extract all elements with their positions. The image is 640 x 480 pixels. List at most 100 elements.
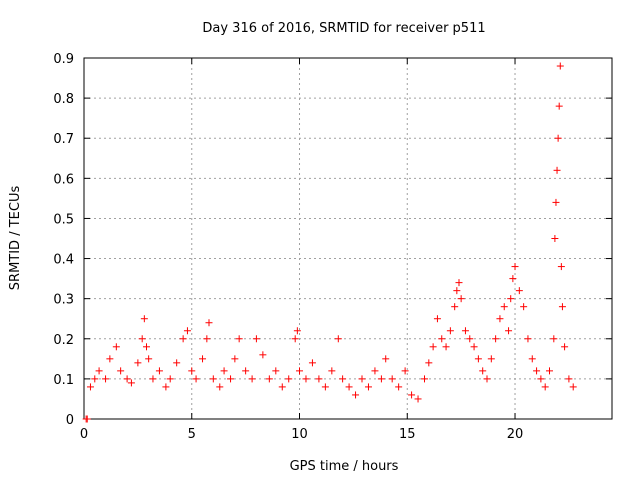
data-point (511, 263, 519, 271)
y-tick-label: 0.6 (53, 172, 74, 187)
data-point (308, 359, 316, 367)
data-point (155, 367, 163, 375)
data-point (345, 383, 353, 391)
data-point (106, 355, 114, 363)
y-tick-label: 0.1 (53, 373, 74, 388)
data-point (500, 303, 508, 311)
data-point (382, 355, 390, 363)
y-tick-label: 0.4 (53, 253, 74, 268)
x-tick-label: 5 (188, 427, 196, 442)
data-point (142, 343, 150, 351)
data-point (457, 295, 465, 303)
data-point (550, 335, 558, 343)
data-point (91, 375, 99, 383)
data-point (302, 375, 310, 383)
data-point (231, 355, 239, 363)
grid-lines (83, 57, 612, 419)
x-tick-label: 20 (507, 427, 524, 442)
data-point (199, 355, 207, 363)
data-point (446, 327, 454, 335)
data-point (453, 287, 461, 295)
data-point (112, 343, 120, 351)
data-point (451, 303, 459, 311)
y-tick-label: 0.7 (53, 132, 74, 147)
data-point (339, 375, 347, 383)
data-point (145, 355, 153, 363)
data-point (395, 383, 403, 391)
data-point (414, 395, 422, 403)
data-point (470, 343, 478, 351)
y-tick-label: 0.8 (53, 92, 74, 107)
data-point (553, 166, 561, 174)
y-tick-label: 0.3 (53, 293, 74, 308)
data-point (557, 263, 565, 271)
data-point (140, 315, 148, 323)
data-point (433, 315, 441, 323)
data-point (364, 383, 372, 391)
data-point (474, 355, 482, 363)
data-point (461, 327, 469, 335)
data-point (278, 383, 286, 391)
x-tick-label: 0 (80, 427, 88, 442)
data-point (565, 375, 573, 383)
data-point (192, 375, 200, 383)
data-point (321, 383, 329, 391)
data-point (179, 335, 187, 343)
data-point (248, 375, 256, 383)
data-point (429, 343, 437, 351)
data-point (528, 355, 536, 363)
data-point (466, 335, 474, 343)
data-point (334, 335, 342, 343)
data-point (558, 303, 566, 311)
data-point (235, 335, 243, 343)
data-point (86, 383, 94, 391)
chart-title: Day 316 of 2016, SRMTID for receiver p51… (202, 21, 485, 36)
data-point (442, 343, 450, 351)
data-point (291, 335, 299, 343)
data-point (328, 367, 336, 375)
x-tick-label: 10 (291, 427, 308, 442)
data-point (123, 375, 131, 383)
data-point (561, 343, 569, 351)
data-point (285, 375, 293, 383)
data-point (83, 415, 91, 423)
data-point (95, 367, 103, 375)
y-axis-label: SRMTID / TECUs (8, 186, 23, 291)
data-point (569, 383, 577, 391)
data-point (272, 367, 280, 375)
data-point (496, 315, 504, 323)
data-point (138, 335, 146, 343)
data-point (265, 375, 273, 383)
data-point (401, 367, 409, 375)
data-point (188, 367, 196, 375)
data-point (421, 375, 429, 383)
data-point (555, 102, 563, 110)
data-point (492, 335, 500, 343)
data-point (425, 359, 433, 367)
data-point (220, 367, 228, 375)
data-point (537, 375, 545, 383)
y-tick-label: 0.5 (53, 212, 74, 227)
y-tick-label: 0 (66, 413, 74, 428)
data-point (377, 375, 385, 383)
data-point (507, 295, 515, 303)
data-point (483, 375, 491, 383)
data-point (117, 367, 125, 375)
x-axis-label: GPS time / hours (290, 459, 399, 474)
data-point (209, 375, 217, 383)
x-tick-label: 15 (399, 427, 416, 442)
data-point (166, 375, 174, 383)
data-point (173, 359, 181, 367)
data-point (259, 351, 267, 359)
data-point (216, 383, 224, 391)
data-point (315, 375, 323, 383)
data-points (82, 62, 577, 423)
data-point (293, 327, 301, 335)
data-point (552, 198, 560, 206)
data-point (162, 383, 170, 391)
y-tick-label: 0.2 (53, 333, 74, 348)
data-point (227, 375, 235, 383)
data-point (149, 375, 157, 383)
data-point (487, 355, 495, 363)
data-point (252, 335, 260, 343)
